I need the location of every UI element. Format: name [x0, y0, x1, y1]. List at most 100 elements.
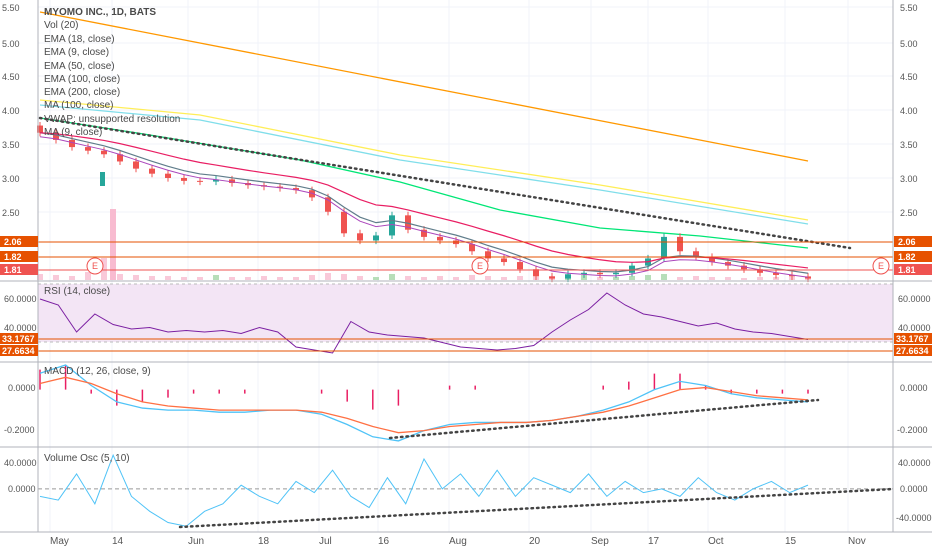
earnings-marker-label: E: [878, 261, 884, 271]
volume-bar: [725, 277, 731, 280]
candle-body: [469, 244, 475, 252]
earnings-marker[interactable]: [471, 257, 489, 275]
candle-body: [677, 236, 683, 252]
volume-bar: [261, 276, 267, 280]
ma100-line: [39, 104, 809, 225]
candle-body: [629, 265, 635, 273]
time-label: Jul: [319, 536, 332, 547]
time-label: Sep: [591, 536, 609, 547]
macd-title[interactable]: MACD (12, 26, close, 9): [44, 366, 151, 377]
rsi-badge-right: [894, 333, 932, 344]
rsi-badge-label: 33.1767: [896, 334, 929, 344]
macd-tick-left: 0.0000: [8, 383, 36, 393]
candle-body: [581, 272, 587, 275]
earnings-marker[interactable]: [872, 257, 890, 275]
volume-bar: [693, 276, 699, 280]
candle-body: [437, 236, 443, 241]
rsi-badge-left: [0, 345, 38, 356]
price-tick-left: 3.50: [2, 140, 20, 150]
legend-line[interactable]: EMA (18, close): [44, 34, 115, 45]
volume-bar: [149, 276, 155, 280]
candle-body: [661, 236, 667, 259]
rsi-badge-label: 33.1767: [2, 334, 35, 344]
volume-bar: [37, 274, 43, 280]
price-pane[interactable]: [37, 11, 893, 283]
volume-bar: [53, 275, 59, 280]
price-tick-right: 5.00: [900, 39, 918, 49]
volume-bar: [245, 277, 251, 280]
time-label: Jun: [188, 536, 204, 547]
legend-line[interactable]: EMA (200, close): [44, 87, 120, 98]
legend-line[interactable]: Vol (20): [44, 20, 78, 31]
candle-body: [293, 188, 299, 191]
price-tick-right: 3.00: [900, 174, 918, 184]
ema9-line: [39, 132, 809, 274]
level-badge-right: [894, 236, 932, 247]
volume-bar: [469, 275, 475, 280]
candle-body: [85, 147, 91, 151]
candle-body: [341, 211, 347, 234]
volume-bar: [181, 277, 187, 280]
level-badge-label: 1.82: [4, 252, 22, 262]
volume-osc-pane[interactable]: [38, 453, 895, 529]
candle-body: [805, 276, 811, 279]
rsi-tick-right: 60.0000: [898, 294, 931, 304]
volume-bar: [437, 276, 443, 280]
legend-line[interactable]: MA (9, close): [44, 127, 102, 138]
time-label: Aug: [449, 536, 467, 547]
legend-line[interactable]: VWAP: unsupported resolution: [44, 114, 180, 125]
volume-bar: [485, 276, 491, 280]
time-label: 20: [529, 536, 541, 547]
vo-trendline: [178, 487, 895, 529]
macd-tick-right: 0.0000: [900, 383, 928, 393]
candle-body: [149, 168, 155, 174]
earnings-marker[interactable]: [86, 257, 104, 275]
rsi-tick-right: 40.0000: [898, 323, 931, 333]
candle-body: [117, 154, 123, 162]
trendline: [38, 116, 852, 250]
volume-bar: [421, 277, 427, 280]
volume-bar: [453, 277, 459, 280]
vo-line: [39, 453, 809, 527]
vol-osc-title[interactable]: Volume Osc (5, 10): [44, 453, 130, 464]
ma9-line: [39, 136, 809, 278]
volume-bar: [597, 277, 603, 280]
candle-body: [309, 190, 315, 198]
volume-bar: [613, 277, 619, 280]
price-tick-left: 4.00: [2, 106, 20, 116]
time-label: 14: [112, 536, 124, 547]
candle-body: [69, 139, 75, 148]
candle-body: [789, 274, 795, 277]
candle-body: [389, 215, 395, 236]
macd-trendline: [388, 398, 820, 440]
price-tick-right: 5.50: [900, 3, 918, 13]
rsi-pane[interactable]: [38, 283, 893, 354]
macd-pane[interactable]: [39, 364, 820, 442]
volume-bar: [373, 277, 379, 280]
volume-bar: [165, 276, 171, 280]
candle-body: [517, 262, 523, 270]
time-label: 18: [258, 536, 270, 547]
candle-body: [693, 251, 699, 258]
legend-line[interactable]: EMA (9, close): [44, 47, 109, 58]
level-badge-label: 1.82: [898, 252, 916, 262]
volume-bar: [213, 275, 219, 280]
rsi-title[interactable]: RSI (14, close): [44, 286, 110, 297]
legend-line[interactable]: EMA (50, close): [44, 61, 115, 72]
level-badge-left: [0, 236, 38, 247]
volume-bar: [197, 277, 203, 280]
legend-line[interactable]: MA (100, close): [44, 100, 113, 111]
candle-body: [325, 197, 331, 212]
volume-bar: [133, 275, 139, 280]
legend-line[interactable]: EMA (100, close): [44, 74, 120, 85]
price-tick-left: 5.00: [2, 39, 20, 49]
volume-bar: [277, 277, 283, 280]
legend-symbol[interactable]: MYOMO INC., 1D, BATS: [44, 7, 156, 18]
price-tick-left: 2.50: [2, 208, 20, 218]
signal-line: [39, 376, 809, 434]
rsi-badge-right: [894, 345, 932, 356]
time-label: Oct: [708, 536, 724, 547]
